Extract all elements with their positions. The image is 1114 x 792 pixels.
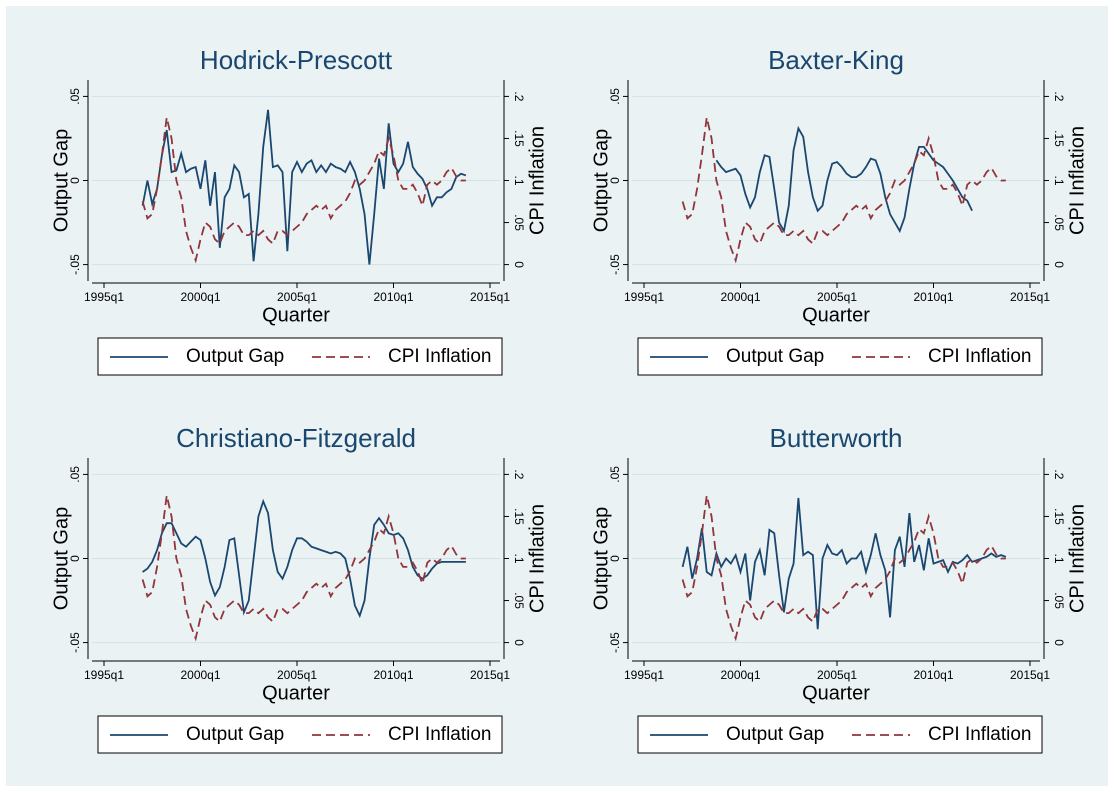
y2-tick-label: .2 <box>1052 91 1066 101</box>
series-line <box>681 117 1006 264</box>
x-tick-label: 2015q1 <box>1010 668 1050 682</box>
x-tick-label: 2005q1 <box>277 668 317 682</box>
legend-label: CPI Inflation <box>388 724 492 745</box>
y2-tick-label: .05 <box>1052 214 1066 231</box>
y2-tick-label: .05 <box>1052 592 1066 609</box>
x-tick-label: 2000q1 <box>720 290 760 304</box>
x-tick-label: 2000q1 <box>180 290 220 304</box>
y2-axis-label: CPI Inflation <box>1066 504 1088 613</box>
chart-title: Hodrick-Prescott <box>200 45 393 75</box>
y2-tick-label: 0 <box>512 261 526 268</box>
chart-title: Baxter-King <box>768 45 904 75</box>
y2-tick-label: .05 <box>512 214 526 231</box>
chart-title: Butterworth <box>770 423 903 453</box>
y2-tick-label: .2 <box>512 91 526 101</box>
series-line <box>141 495 466 642</box>
y2-tick-label: 0 <box>1052 639 1066 646</box>
legend-label: Output Gap <box>186 346 284 367</box>
y2-axis-label: CPI Inflation <box>526 504 548 613</box>
x-tick-label: 1995q1 <box>84 290 124 304</box>
x-tick-label: 2010q1 <box>373 668 413 682</box>
y2-tick-label: .2 <box>512 469 526 479</box>
y-tick-label: -.05 <box>68 632 82 653</box>
legend-label: CPI Inflation <box>928 346 1032 367</box>
series-line <box>141 109 467 265</box>
y2-tick-label: 0 <box>1052 261 1066 268</box>
series-line <box>141 117 466 264</box>
y2-tick-label: .1 <box>1052 553 1066 563</box>
y-axis-label: Output Gap <box>50 129 72 232</box>
x-tick-label: 2015q1 <box>470 290 510 304</box>
legend-box <box>97 337 503 376</box>
y-tick-label: .05 <box>68 466 82 483</box>
y-tick-label: -.05 <box>68 254 82 275</box>
y-tick-label: 0 <box>68 555 82 562</box>
x-axis-label: Quarter <box>262 682 330 704</box>
y2-tick-label: .1 <box>512 175 526 185</box>
series-line <box>715 125 973 234</box>
y-tick-label: 0 <box>608 555 622 562</box>
y-tick-label: 0 <box>68 177 82 184</box>
x-tick-label: 2000q1 <box>720 668 760 682</box>
x-tick-label: 1995q1 <box>624 668 664 682</box>
legend-label: Output Gap <box>186 724 284 745</box>
x-tick-label: 1995q1 <box>84 668 124 682</box>
y-axis-label: Output Gap <box>50 507 72 610</box>
x-axis-label: Quarter <box>802 682 870 704</box>
y2-tick-label: .2 <box>1052 469 1066 479</box>
x-tick-label: 2015q1 <box>470 668 510 682</box>
y-tick-label: -.05 <box>608 254 622 275</box>
x-tick-label: 2005q1 <box>817 668 857 682</box>
legend-label: Output Gap <box>726 346 824 367</box>
y2-tick-label: .15 <box>512 508 526 525</box>
y-tick-label: 0 <box>608 177 622 184</box>
y-tick-label: .05 <box>608 88 622 105</box>
y2-tick-label: .05 <box>512 592 526 609</box>
y-tick-label: -.05 <box>608 632 622 653</box>
y2-tick-label: .1 <box>1052 175 1066 185</box>
legend-label: Output Gap <box>726 724 824 745</box>
y-axis-label: Output Gap <box>590 507 612 610</box>
x-axis-label: Quarter <box>262 304 330 326</box>
legend-box <box>97 715 503 754</box>
x-tick-label: 2005q1 <box>277 290 317 304</box>
x-axis-label: Quarter <box>802 304 870 326</box>
y2-tick-label: .15 <box>512 130 526 147</box>
x-tick-label: 2000q1 <box>180 668 220 682</box>
x-tick-label: 2010q1 <box>373 290 413 304</box>
y2-axis-label: CPI Inflation <box>1066 126 1088 235</box>
x-tick-label: 2010q1 <box>913 668 953 682</box>
x-tick-label: 2010q1 <box>913 290 953 304</box>
y2-axis-label: CPI Inflation <box>526 126 548 235</box>
y2-tick-label: .1 <box>512 553 526 563</box>
legend-label: CPI Inflation <box>928 724 1032 745</box>
y-axis-label: Output Gap <box>590 129 612 232</box>
x-tick-label: 2005q1 <box>817 290 857 304</box>
legend-label: CPI Inflation <box>388 346 492 367</box>
series-line <box>681 495 1006 642</box>
y-tick-label: .05 <box>608 466 622 483</box>
x-tick-label: 1995q1 <box>624 290 664 304</box>
y2-tick-label: .15 <box>1052 508 1066 525</box>
y2-tick-label: .15 <box>1052 130 1066 147</box>
chart-title: Christiano-Fitzgerald <box>176 423 416 453</box>
x-tick-label: 2015q1 <box>1010 290 1050 304</box>
y2-tick-label: 0 <box>512 639 526 646</box>
y-tick-label: .05 <box>68 88 82 105</box>
